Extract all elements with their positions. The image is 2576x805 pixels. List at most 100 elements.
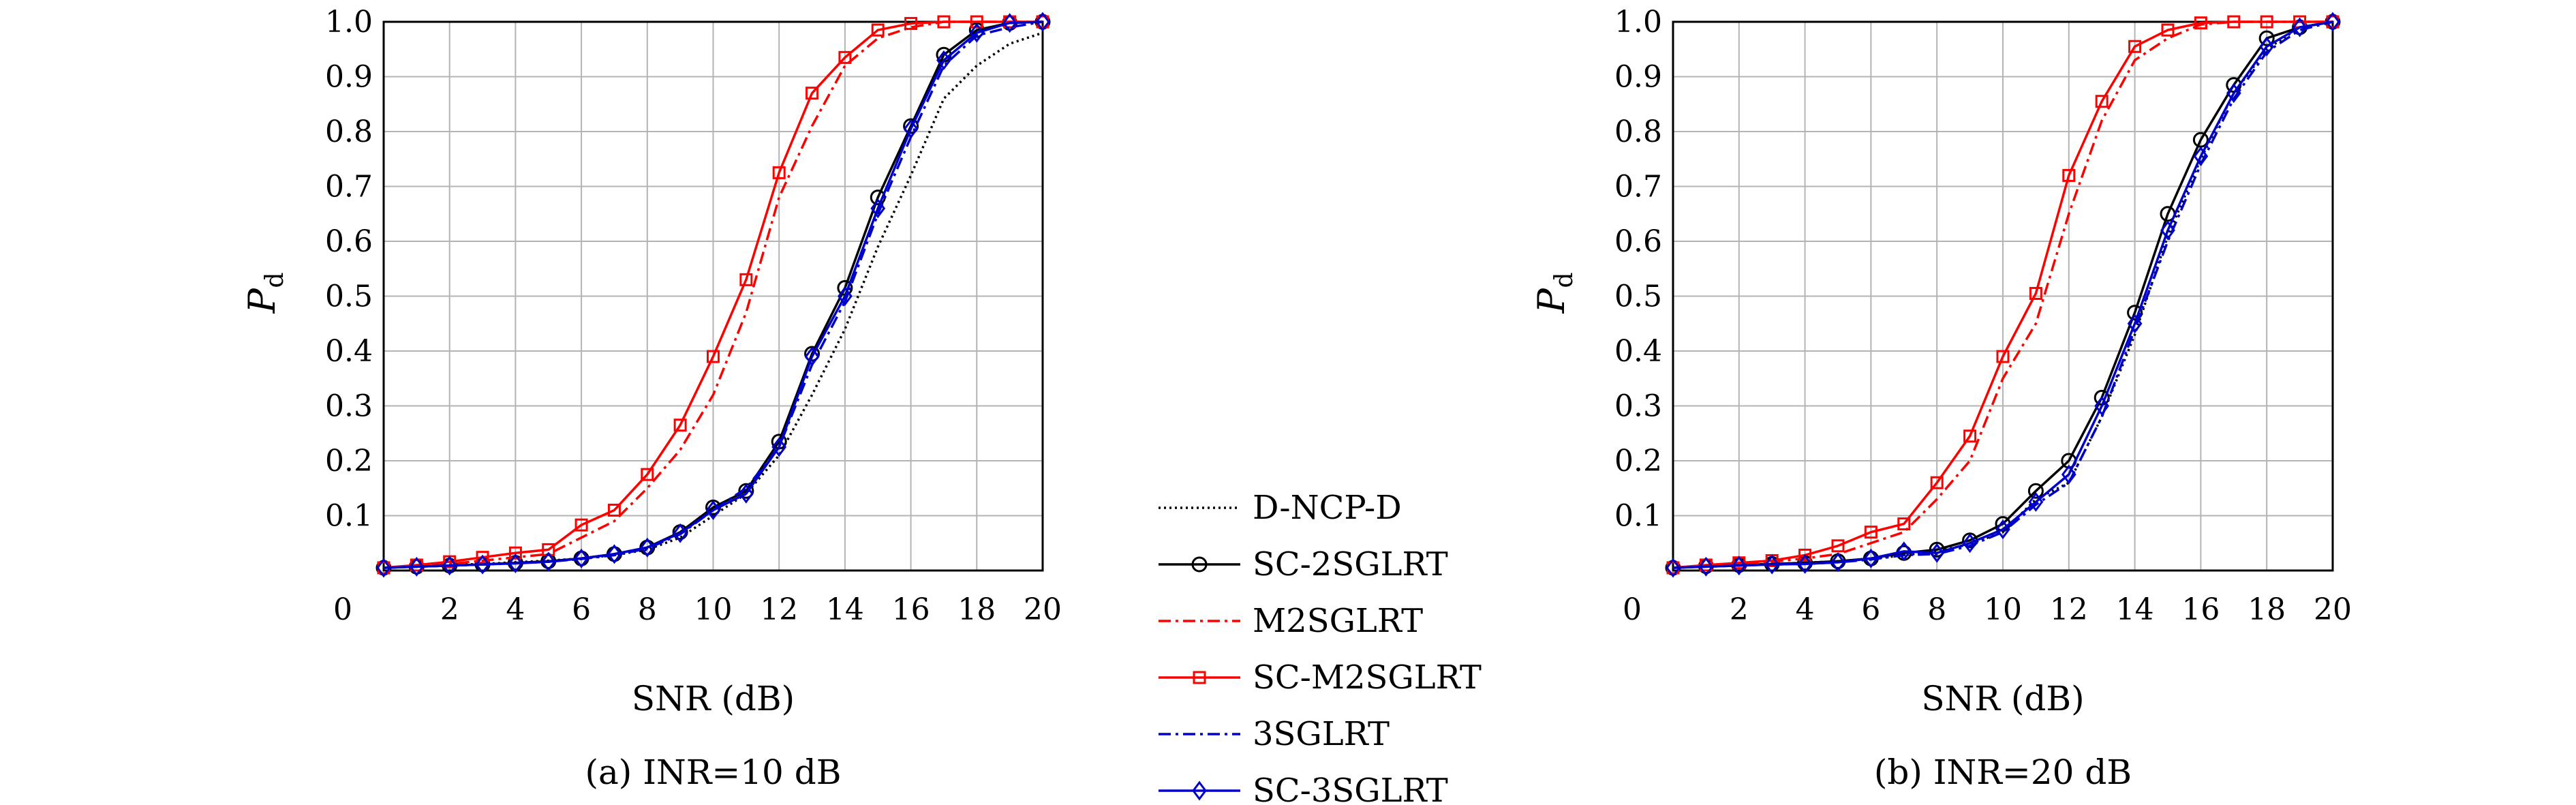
data-point-sc-3sglrt (475, 554, 490, 575)
data-point-sc-3sglrt (771, 437, 787, 457)
y-tick-label: 0.7 (1614, 170, 1662, 204)
y-axis-label-subscript: d (261, 272, 289, 288)
data-point-sc-3sglrt (639, 537, 655, 558)
y-axis-label: P (1530, 288, 1573, 314)
series-line-m2sglrt (383, 20, 1043, 569)
y-tick-label: 0.3 (325, 389, 373, 424)
legend-label: M2SGLRT (1253, 602, 1423, 640)
y-tick-label: 0.8 (1614, 115, 1662, 149)
data-point-sc-3sglrt (508, 553, 523, 574)
y-tick-label: 0.9 (325, 60, 373, 95)
data-point-sc-2sglrt (2127, 305, 2143, 321)
data-point-sc-m2sglrt (772, 166, 786, 179)
x-axis-label: SNR (dB) (1921, 679, 2084, 718)
x-tick-label: 6 (572, 592, 591, 627)
data-point-sc-3sglrt (607, 544, 622, 564)
x-tick-label: 2 (440, 592, 459, 627)
data-point-sc-m2sglrt (2095, 95, 2109, 108)
y-tick-label: 0.2 (1614, 444, 1662, 479)
data-point-sc-m2sglrt (2128, 40, 2142, 53)
data-point-sc-3sglrt (1002, 13, 1017, 33)
y-tick-label: 1.0 (325, 5, 373, 40)
legend-label: D-NCP-D (1253, 489, 1402, 527)
legend-label: SC-3SGLRT (1253, 772, 1448, 805)
data-point-sc-3sglrt (2226, 83, 2241, 104)
data-point-sc-3sglrt (705, 500, 721, 520)
x-tick-label: 20 (1024, 592, 1062, 627)
panel-caption: (b) INR=20 dB (1874, 753, 2132, 792)
y-tick-label: 0.4 (325, 334, 373, 369)
data-point-sc-m2sglrt (838, 50, 852, 64)
data-point-sc-3sglrt (1896, 541, 1912, 562)
x-axis-label: SNR (dB) (632, 679, 795, 718)
data-point-sc-m2sglrt (1930, 476, 1944, 489)
x-tick-label: 4 (506, 592, 525, 627)
data-point-sc-m2sglrt (641, 468, 654, 481)
legend-label: SC-M2SGLRT (1253, 658, 1482, 697)
x-tick-label: 16 (2181, 592, 2220, 627)
series-line-sc-3sglrt (1672, 20, 2333, 569)
y-tick-label: 0.4 (1614, 334, 1662, 369)
data-point-sc-3sglrt (2094, 396, 2110, 416)
data-point-sc-3sglrt (1995, 519, 2010, 540)
data-point-sc-3sglrt (1863, 548, 1879, 568)
y-tick-label: 0.1 (325, 499, 373, 534)
plot-frame (1672, 20, 2334, 572)
data-point-sc-3sglrt (1698, 556, 1714, 577)
y-tick-label: 0.6 (325, 224, 373, 259)
data-point-sc-m2sglrt (1798, 548, 1812, 562)
data-point-sc-3sglrt (1666, 558, 1681, 578)
x-tick-label: 4 (1796, 592, 1815, 627)
x-tick-label: 14 (826, 592, 864, 627)
x-tick-label: 18 (957, 592, 996, 627)
legend: D-NCP-D SC-2SGLRT M2SGLRT SC-M2SGLRT 3SGLRT S… (1159, 489, 1482, 805)
data-point-sc-3sglrt (540, 551, 556, 572)
data-point-sc-3sglrt (2292, 17, 2307, 37)
data-point-sc-3sglrt (2127, 314, 2143, 334)
x-tick-label: 2 (1730, 592, 1749, 627)
data-point-sc-m2sglrt (2062, 168, 2076, 182)
data-point-sc-3sglrt (2028, 491, 2044, 512)
data-point-sc-3sglrt (1929, 543, 1945, 563)
y-tick-label: 0.6 (1614, 224, 1662, 259)
panel-caption: (a) INR=10 dB (585, 753, 841, 792)
data-point-sc-3sglrt (673, 523, 688, 543)
data-point-sc-3sglrt (574, 548, 589, 568)
data-point-sc-m2sglrt (970, 15, 983, 29)
y-tick-label: 0.9 (1614, 60, 1662, 95)
data-point-sc-m2sglrt (1897, 517, 1911, 531)
data-point-sc-m2sglrt (937, 15, 951, 29)
series-line-sc-m2sglrt (1672, 20, 2333, 569)
data-point-sc-m2sglrt (607, 503, 621, 517)
data-point-sc-m2sglrt (2161, 23, 2175, 37)
data-point-sc-m2sglrt (673, 419, 687, 432)
data-point-sc-2sglrt (2027, 483, 2044, 499)
x-tick-label: 18 (2248, 592, 2286, 627)
data-point-sc-m2sglrt (806, 87, 819, 100)
data-point-sc-3sglrt (2259, 36, 2275, 57)
x-tick-label: 12 (760, 592, 798, 627)
y-tick-label: 0.5 (1614, 279, 1662, 314)
y-axis-label-subscript: d (1550, 272, 1578, 288)
data-point-sc-m2sglrt (2260, 15, 2273, 29)
y-tick-label: 0.1 (1614, 499, 1662, 534)
data-point-sc-3sglrt (838, 286, 853, 306)
data-point-sc-3sglrt (2160, 220, 2175, 241)
data-point-sc-3sglrt (1035, 12, 1050, 32)
x-tick-label: 14 (2116, 592, 2154, 627)
series-line-sc-3sglrt (383, 20, 1043, 569)
data-point-sc-3sglrt (936, 50, 951, 70)
data-point-sc-m2sglrt (707, 350, 720, 363)
data-point-sc-3sglrt (442, 556, 457, 576)
chart-panel-a: 0.1 0.2 0.3 0.4 0.5 0.6 0.7 0.8 0.9 1.0 2 4 6 8 10 12 14… (241, 5, 1062, 792)
data-point-sc-3sglrt (1962, 533, 1978, 553)
data-point-sc-2sglrt (1929, 541, 1945, 558)
x-tick-label: 20 (2314, 592, 2352, 627)
data-point-sc-3sglrt (1797, 553, 1813, 574)
data-point-sc-3sglrt (738, 483, 754, 504)
data-point-sc-3sglrt (409, 556, 425, 577)
x-tick-label: 10 (1984, 592, 2022, 627)
x-tick-label: 16 (892, 592, 930, 627)
data-point-sc-m2sglrt (904, 16, 918, 30)
data-point-sc-m2sglrt (1963, 429, 1977, 443)
